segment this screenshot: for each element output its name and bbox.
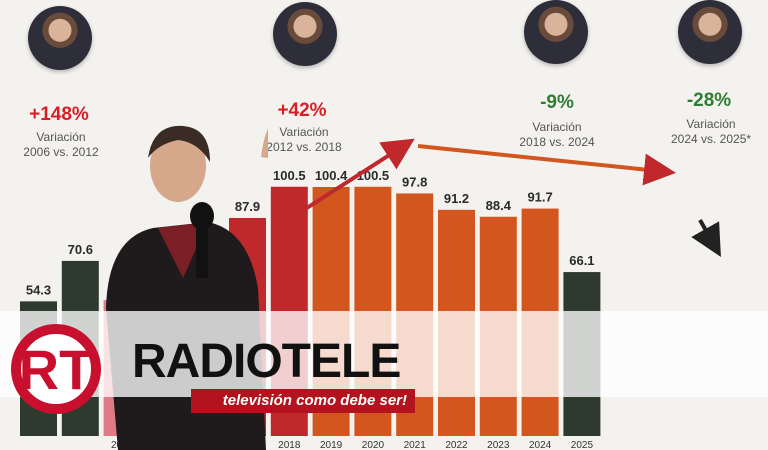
annotation-period-2: 2012 vs. 2018 bbox=[266, 140, 342, 154]
value-label-2017: 87.9 bbox=[235, 199, 260, 214]
tick-label-2018: 2018 bbox=[278, 440, 301, 450]
value-label-2025: 66.1 bbox=[569, 253, 594, 268]
logo-text: RT bbox=[19, 338, 94, 401]
trend-arrows bbox=[283, 138, 721, 257]
annotation-pct-4: -28% bbox=[686, 90, 732, 111]
tick-label-2020: 2020 bbox=[362, 440, 385, 450]
value-label-2022: 91.2 bbox=[444, 191, 469, 206]
tick-label-2023: 2023 bbox=[487, 440, 510, 450]
trend-arrow-drop bbox=[691, 219, 721, 257]
annotation-period-3: 2018 vs. 2024 bbox=[519, 135, 595, 149]
trend-arrow-up bbox=[283, 138, 415, 224]
portrait-4 bbox=[678, 0, 742, 64]
annotation-label-1: Variación 2006 vs. 2012 bbox=[0, 130, 126, 160]
value-label-2018: 100.5 bbox=[273, 168, 306, 183]
annotation-label-text-3: Variación bbox=[532, 120, 582, 134]
tick-label-2022: 2022 bbox=[445, 440, 468, 450]
watermark-banner bbox=[0, 311, 768, 397]
annotation-label-3: Variación 2018 vs. 2024 bbox=[492, 120, 622, 150]
tick-label-2019: 2019 bbox=[320, 440, 343, 450]
annotation-pct-2: +42% bbox=[277, 100, 327, 121]
brand-name: RADIOTELE bbox=[132, 335, 401, 388]
annotation-pct-3: -9% bbox=[540, 92, 574, 113]
annotation-period-4: 2024 vs. 2025* bbox=[670, 132, 752, 146]
portrait-3 bbox=[524, 0, 588, 64]
annotation-label-4: Variación 2024 vs. 2025* bbox=[646, 117, 768, 147]
value-label-2024: 91.7 bbox=[527, 190, 552, 205]
tick-label-2024: 2024 bbox=[529, 440, 552, 450]
value-label-2012: 54.3 bbox=[26, 282, 51, 297]
tick-label-2021: 2021 bbox=[404, 440, 427, 450]
tick-label-2025: 2025 bbox=[571, 440, 594, 450]
annotation-label-text-1: Variación bbox=[36, 130, 86, 144]
annotation-label-2: Variación 2012 vs. 2018 bbox=[239, 125, 369, 155]
value-label-2019: 100.4 bbox=[315, 168, 348, 183]
brand-tagline: televisión como debe ser! bbox=[191, 389, 415, 413]
value-label-2023: 88.4 bbox=[486, 198, 512, 213]
trend-arrow-down bbox=[417, 144, 676, 186]
portrait-2 bbox=[273, 2, 337, 66]
portrait-1 bbox=[28, 6, 92, 70]
value-label-2013: 70.6 bbox=[68, 242, 93, 257]
value-label-2021: 97.8 bbox=[402, 174, 427, 189]
annotation-label-text-2: Variación bbox=[279, 125, 329, 139]
annotation-period-1: 2006 vs. 2012 bbox=[23, 145, 99, 159]
annotation-label-text-4: Variación bbox=[686, 117, 736, 131]
value-label-2020: 100.5 bbox=[357, 168, 390, 183]
radiotele-logo: RT bbox=[11, 324, 101, 414]
annotation-pct-1: +148% bbox=[29, 104, 89, 125]
